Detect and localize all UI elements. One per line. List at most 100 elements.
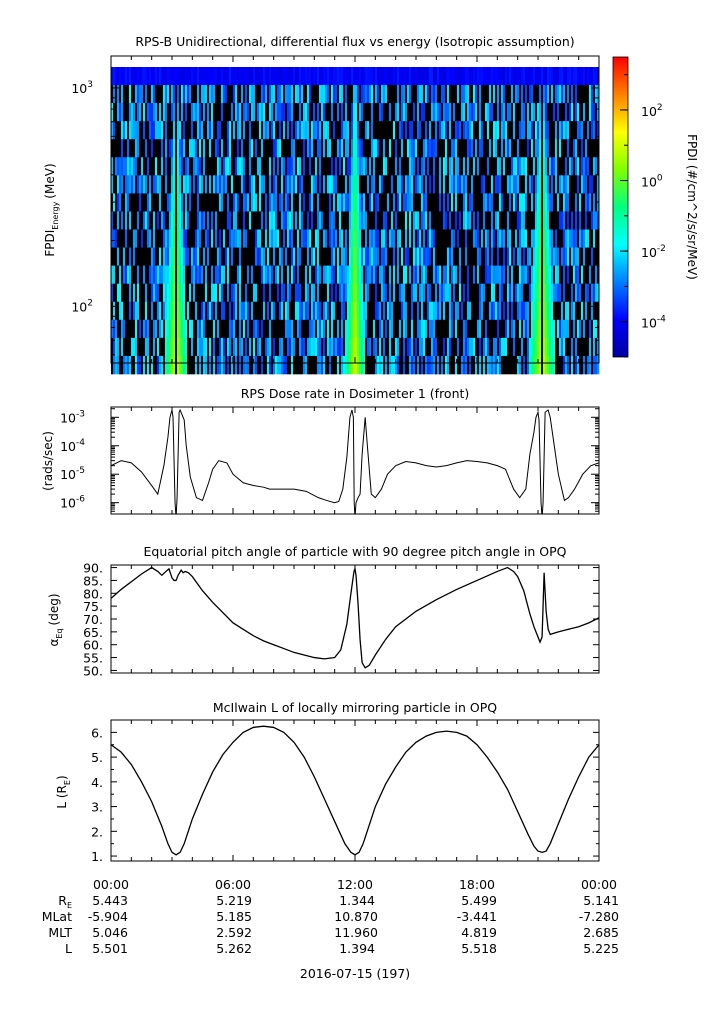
- spectrogram-cell: [281, 193, 284, 212]
- spectrogram-cell: [387, 355, 390, 375]
- spectrogram-cell: [487, 175, 490, 194]
- mcilwain-panel: McIlwain L of locally mirroring particle…: [55, 700, 600, 864]
- spectrogram-cell: [161, 283, 164, 303]
- spectrogram-cell: [307, 319, 310, 339]
- spectrogram-cell: [581, 67, 584, 85]
- spectrogram-cell: [127, 283, 130, 303]
- spectrogram-cell: [133, 121, 136, 140]
- spectrogram-cell: [505, 175, 508, 194]
- spectrogram-cell: [243, 247, 246, 266]
- spectrogram-cell: [131, 265, 134, 284]
- spectrogram-cell: [341, 175, 344, 194]
- spectrogram-cell: [399, 265, 402, 284]
- spectrogram-cell: [419, 67, 422, 85]
- spectrogram-cell: [549, 85, 552, 104]
- spectrogram-cell: [499, 139, 502, 158]
- spectrogram-cell: [527, 121, 530, 140]
- spectrogram-cell: [529, 319, 532, 339]
- spectrogram-cell: [483, 121, 486, 140]
- spectrogram-cell: [451, 301, 454, 321]
- spectrogram-cell: [413, 337, 416, 357]
- spectrogram-cell: [433, 247, 436, 266]
- spectrogram-cell: [489, 247, 492, 266]
- spectrogram-cell: [115, 211, 118, 230]
- spectrogram-cell: [545, 175, 548, 194]
- spectrogram-cell: [485, 175, 488, 194]
- spectrogram-cell: [283, 103, 286, 122]
- spectrogram-cell: [557, 283, 560, 303]
- spectrogram-cell: [435, 193, 438, 212]
- spectrogram-cell: [491, 211, 494, 230]
- spectrogram-cell: [569, 67, 572, 85]
- spectrogram-cell: [513, 85, 516, 104]
- spectrogram-cell: [557, 175, 560, 194]
- spectrogram-cell: [479, 229, 482, 248]
- spectrogram-cell: [117, 337, 120, 357]
- spectrogram-cell: [453, 211, 456, 230]
- spectrogram-cell: [217, 319, 220, 339]
- spectrogram-cell: [565, 193, 568, 212]
- spectrogram-cell: [241, 301, 244, 321]
- spectrogram-cell: [587, 139, 590, 158]
- spectrogram-cell: [569, 229, 572, 248]
- spectrogram-cell: [207, 121, 210, 140]
- spectrogram-cell: [551, 319, 554, 339]
- spectrogram-cell: [221, 139, 224, 158]
- spectrogram-cell: [175, 211, 178, 230]
- spectrogram-cell: [513, 247, 516, 266]
- spectrogram-cell: [257, 229, 260, 248]
- spectrogram-cell: [583, 265, 586, 284]
- spectrogram-cell: [275, 337, 278, 357]
- spectrogram-cell: [431, 211, 434, 230]
- spectrogram-cell: [359, 85, 362, 104]
- spectrogram-cell: [231, 319, 234, 339]
- spectrogram-cell: [115, 85, 118, 104]
- spectrogram-cell: [131, 229, 134, 248]
- spectrogram-cell: [151, 139, 154, 158]
- spectrogram-cell: [179, 193, 182, 212]
- spectrogram-cell: [567, 67, 570, 85]
- spectrogram-cell: [373, 193, 376, 212]
- spectrogram-cell: [257, 103, 260, 122]
- spectrogram-cell: [533, 139, 536, 158]
- spectrogram-cell: [373, 319, 376, 339]
- spectrogram-cell: [225, 85, 228, 104]
- spectrogram-cell: [343, 337, 346, 357]
- spectrogram-cell: [399, 247, 402, 266]
- spectrogram-cell: [461, 121, 464, 140]
- spectrogram-cell: [541, 283, 544, 303]
- spectrogram-cell: [327, 67, 330, 85]
- spectrogram-cell: [239, 175, 242, 194]
- spectrogram-cell: [393, 139, 396, 158]
- spectrogram-cell: [217, 67, 220, 85]
- spectrogram-cell: [399, 85, 402, 104]
- spectrogram-cell: [315, 283, 318, 303]
- spectrogram-cell: [299, 103, 302, 122]
- spectrogram-cell: [219, 67, 222, 85]
- spectrogram-cell: [189, 139, 192, 158]
- spectrogram-cell: [459, 157, 462, 176]
- spectrogram-cell: [201, 103, 204, 122]
- spectrogram-cell: [399, 229, 402, 248]
- spectrogram-cell: [533, 319, 536, 339]
- spectrogram-cell: [437, 265, 440, 284]
- spectrogram-cell: [427, 319, 430, 339]
- spectrogram-cell: [481, 211, 484, 230]
- spectrogram-cell: [223, 67, 226, 85]
- spectrogram-cell: [421, 139, 424, 158]
- spectrogram-cell: [429, 247, 432, 266]
- spectrogram-cell: [151, 229, 154, 248]
- spectrogram-cell: [577, 301, 580, 321]
- spectrogram-cell: [251, 229, 254, 248]
- spectrogram-cell: [285, 319, 288, 339]
- spectrogram-cell: [193, 121, 196, 140]
- spectrogram-cell: [555, 157, 558, 176]
- spectrogram-cell: [327, 121, 330, 140]
- spectrogram-cell: [183, 103, 186, 122]
- spectrogram-cell: [167, 175, 170, 194]
- spectrogram-cell: [329, 265, 332, 284]
- spectrogram-cell: [427, 121, 430, 140]
- spectrogram-cell: [197, 301, 200, 321]
- spectrogram-cell: [465, 355, 468, 375]
- spectrogram-cell: [209, 157, 212, 176]
